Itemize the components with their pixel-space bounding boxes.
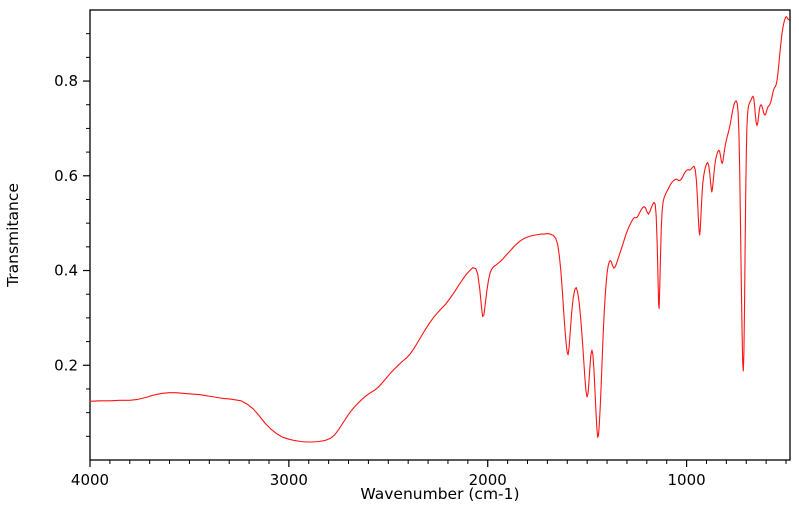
y-tick-label: 0.4 [54, 262, 78, 280]
plot-area: 4000 3000 2000 1000 0.2 0.4 0.6 0.8 [54, 9, 791, 489]
y-tick-label: 0.2 [54, 356, 78, 374]
y-axis-label: Transmitance [4, 183, 22, 288]
x-tick-label: 2000 [469, 471, 507, 489]
spectrum-line [89, 16, 790, 443]
x-axis-label: Wavenumber (cm-1) [360, 485, 519, 503]
x-tick-label: 3000 [270, 471, 308, 489]
x-tick-label: 4000 [71, 471, 109, 489]
y-tick-label: 0.8 [54, 72, 78, 90]
x-tick-label: 1000 [667, 471, 705, 489]
y-tick-label: 0.6 [54, 167, 78, 185]
plot-border [89, 9, 791, 461]
